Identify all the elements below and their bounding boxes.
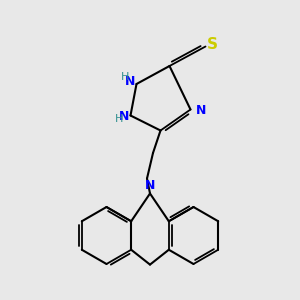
- Text: S: S: [207, 37, 218, 52]
- Text: N: N: [145, 179, 155, 192]
- Text: N: N: [118, 110, 129, 123]
- Text: H: H: [115, 113, 123, 124]
- Text: N: N: [124, 75, 135, 88]
- Text: N: N: [196, 104, 206, 118]
- Text: H: H: [121, 72, 129, 82]
